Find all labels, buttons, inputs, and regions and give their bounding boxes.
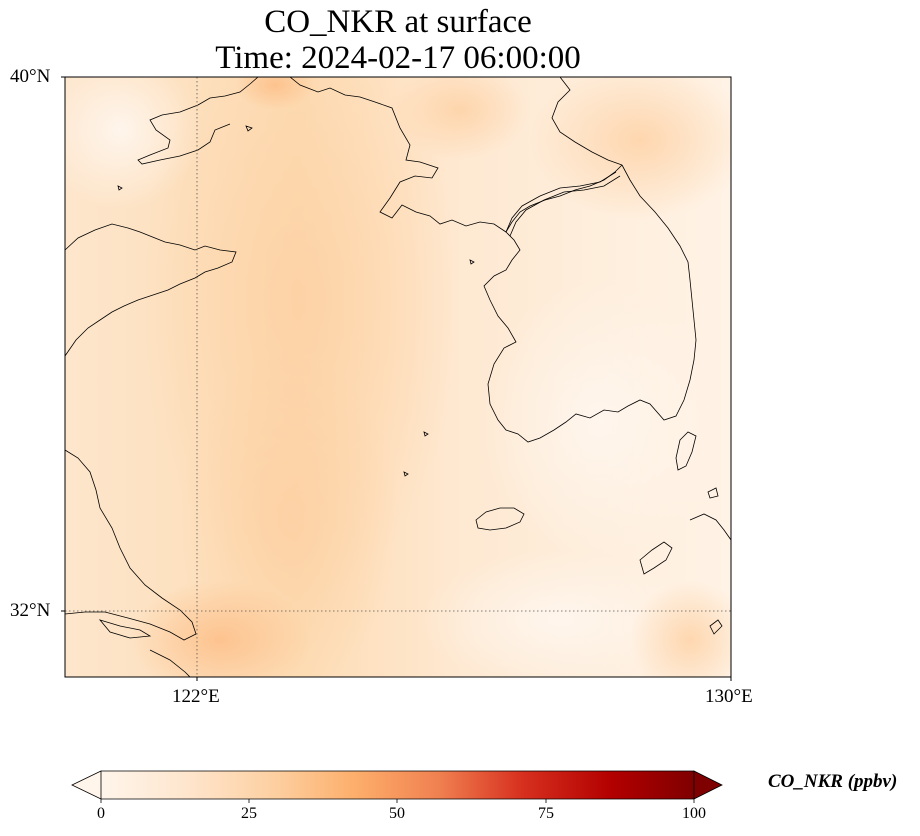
colorbar-label: CO_NKR (ppbv) [768,771,898,792]
lat-label-40n: 40°N [10,66,51,87]
lat-label-32n: 32°N [10,600,51,621]
colorbar [71,770,723,803]
colorbar-tick-label: 50 [389,805,405,822]
coastlines [65,77,731,677]
lon-label-122e: 122°E [172,686,220,707]
colorbar-tick-label: 75 [538,805,554,822]
colorbar-tick-label: 0 [97,805,105,822]
colorbar-tick-label: 100 [682,805,706,822]
colorbar-tick-label: 25 [241,805,257,822]
gridlines [65,77,731,677]
map-frame [64,76,732,678]
concentration-field [65,77,731,677]
map-subtitle: Time: 2024-02-17 06:00:00 [215,40,581,76]
map-title: CO_NKR at surface [264,4,532,40]
lon-label-130e: 130°E [705,686,753,707]
